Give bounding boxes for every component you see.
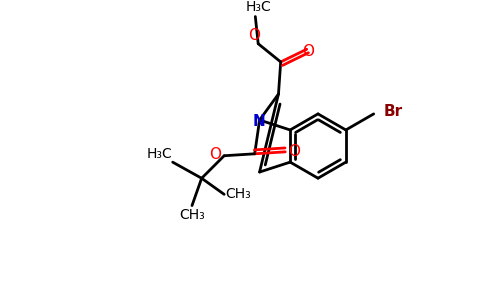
Text: CH₃: CH₃: [225, 187, 251, 201]
Text: Br: Br: [384, 104, 403, 119]
Text: N: N: [252, 113, 265, 128]
Text: H₃C: H₃C: [245, 0, 271, 14]
Text: H₃C: H₃C: [146, 147, 172, 161]
Text: CH₃: CH₃: [179, 208, 205, 222]
Text: O: O: [302, 44, 314, 59]
Text: O: O: [288, 144, 300, 159]
Text: O: O: [210, 147, 221, 162]
Text: O: O: [248, 28, 260, 44]
